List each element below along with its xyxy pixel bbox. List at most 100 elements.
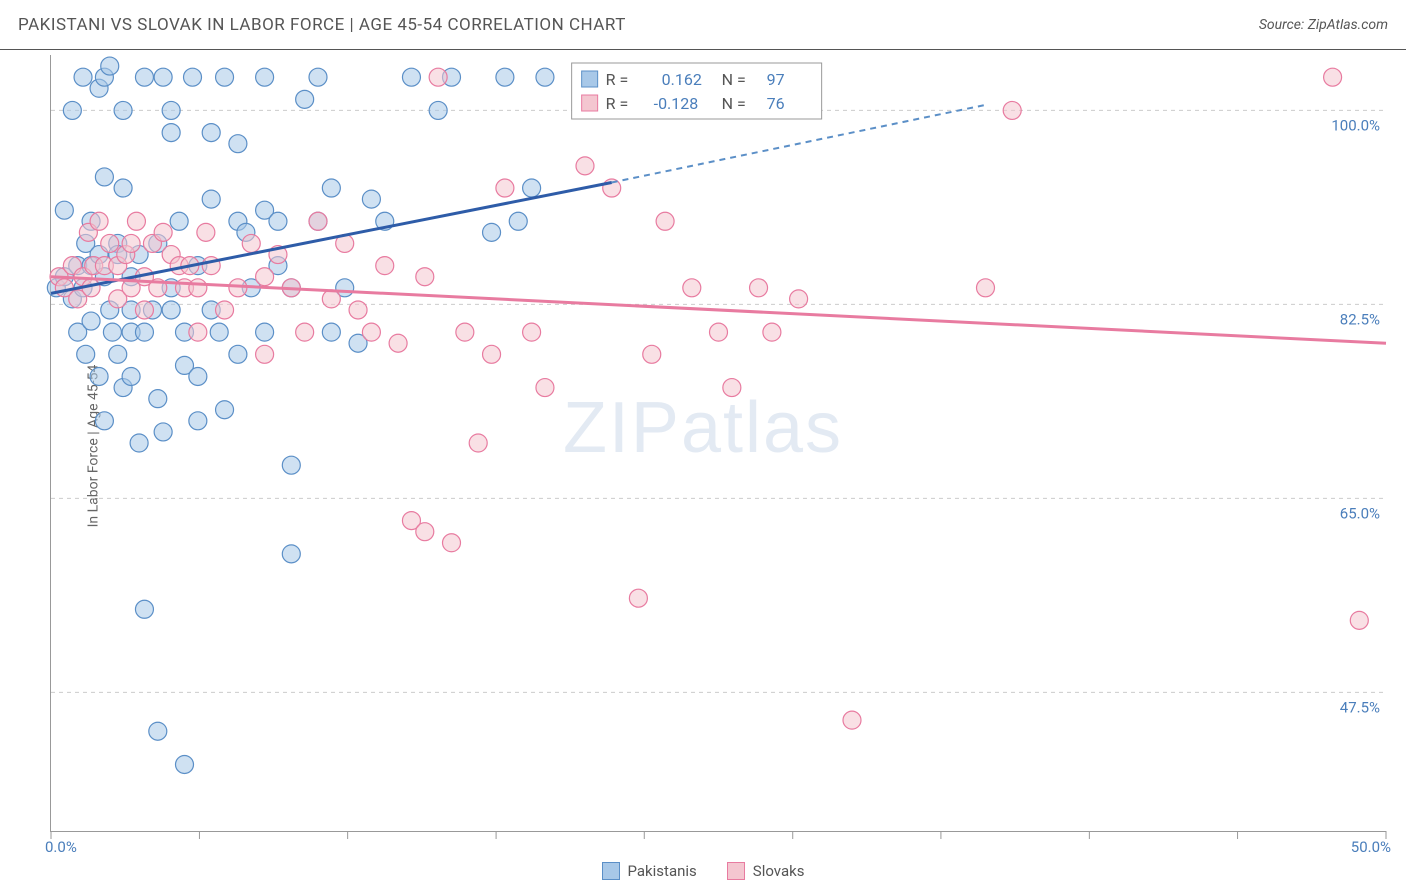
- legend-swatch-icon: [582, 71, 598, 87]
- scatter-point: [416, 268, 434, 286]
- scatter-point: [101, 234, 119, 252]
- scatter-point: [82, 312, 100, 330]
- scatter-point: [154, 423, 172, 441]
- scatter-point: [162, 124, 180, 142]
- scatter-point: [122, 367, 140, 385]
- scatter-point: [242, 234, 260, 252]
- scatter-point: [135, 301, 153, 319]
- legend-n-value-slovaks: 76: [767, 94, 785, 113]
- legend-swatch-icon: [582, 95, 598, 111]
- scatter-point: [349, 301, 367, 319]
- scatter-point: [184, 68, 202, 86]
- scatter-point: [509, 212, 527, 230]
- scatter-point: [496, 68, 514, 86]
- scatter-point: [843, 711, 861, 729]
- scatter-point: [135, 68, 153, 86]
- chart-source: Source: ZipAtlas.com: [1259, 17, 1388, 33]
- legend-label-slovaks: Slovaks: [753, 862, 805, 880]
- scatter-point: [170, 212, 188, 230]
- scatter-point: [189, 367, 207, 385]
- scatter-point: [483, 223, 501, 241]
- scatter-point: [90, 367, 108, 385]
- scatter-point: [122, 234, 140, 252]
- scatter-point: [63, 101, 81, 119]
- scatter-point: [977, 279, 995, 297]
- legend-label-pakistanis: Pakistanis: [628, 862, 697, 880]
- scatter-point: [456, 323, 474, 341]
- scatter-point: [101, 57, 119, 75]
- scatter-point: [523, 323, 541, 341]
- scatter-point: [269, 212, 287, 230]
- scatter-point: [162, 101, 180, 119]
- legend-n-label: N =: [722, 94, 746, 113]
- chart-svg: 47.5%65.0%82.5%100.0%R =0.162N =97R =-0.…: [51, 55, 1386, 831]
- legend-r-value-slovaks: -0.128: [654, 94, 699, 113]
- scatter-point: [256, 345, 274, 363]
- scatter-point: [576, 157, 594, 175]
- scatter-point: [429, 68, 447, 86]
- scatter-point: [176, 755, 194, 773]
- scatter-point: [656, 212, 674, 230]
- scatter-point: [216, 301, 234, 319]
- scatter-point: [443, 534, 461, 552]
- y-tick-label: 100.0%: [1331, 116, 1380, 134]
- scatter-point: [149, 722, 167, 740]
- scatter-point: [202, 190, 220, 208]
- scatter-point: [322, 179, 340, 197]
- scatter-point: [114, 101, 132, 119]
- x-axis-start-label: 0.0%: [45, 838, 77, 856]
- legend-swatch-pakistanis: [602, 862, 620, 880]
- scatter-point: [362, 323, 380, 341]
- scatter-point: [154, 68, 172, 86]
- scatter-point: [202, 124, 220, 142]
- scatter-point: [114, 179, 132, 197]
- legend-r-value-pakistanis: 0.162: [662, 70, 702, 89]
- scatter-point: [109, 345, 127, 363]
- scatter-point: [629, 589, 647, 607]
- legend-r-label: R =: [606, 94, 629, 113]
- scatter-point: [189, 323, 207, 341]
- scatter-point: [376, 257, 394, 275]
- scatter-point: [55, 201, 73, 219]
- scatter-point: [683, 279, 701, 297]
- chart-plot-area: 47.5%65.0%82.5%100.0%R =0.162N =97R =-0.…: [50, 55, 1386, 832]
- scatter-point: [723, 379, 741, 397]
- scatter-point: [229, 345, 247, 363]
- scatter-point: [210, 323, 228, 341]
- scatter-point: [216, 401, 234, 419]
- scatter-point: [154, 223, 172, 241]
- scatter-point: [536, 379, 554, 397]
- y-tick-label: 65.0%: [1340, 504, 1380, 522]
- scatter-point: [189, 412, 207, 430]
- scatter-point: [1003, 101, 1021, 119]
- scatter-point: [322, 323, 340, 341]
- scatter-point: [309, 212, 327, 230]
- legend-n-label: N =: [722, 70, 746, 89]
- scatter-point: [296, 323, 314, 341]
- x-axis-end-label: 50.0%: [1351, 838, 1391, 856]
- legend-item-slovaks: Slovaks: [727, 862, 805, 880]
- scatter-point: [135, 323, 153, 341]
- scatter-point: [750, 279, 768, 297]
- scatter-point: [296, 90, 314, 108]
- scatter-point: [402, 68, 420, 86]
- scatter-point: [149, 390, 167, 408]
- scatter-point: [189, 279, 207, 297]
- scatter-point: [416, 523, 434, 541]
- scatter-point: [135, 600, 153, 618]
- scatter-point: [1324, 68, 1342, 86]
- scatter-point: [523, 179, 541, 197]
- scatter-point: [229, 135, 247, 153]
- chart-title: PAKISTANI VS SLOVAK IN LABOR FORCE | AGE…: [18, 15, 626, 35]
- y-tick-label: 82.5%: [1340, 310, 1380, 328]
- scatter-point: [1350, 611, 1368, 629]
- chart-header: PAKISTANI VS SLOVAK IN LABOR FORCE | AGE…: [0, 0, 1406, 50]
- scatter-point: [309, 68, 327, 86]
- scatter-point: [130, 434, 148, 452]
- scatter-point: [790, 290, 808, 308]
- scatter-point: [362, 190, 380, 208]
- x-axis-labels: 0.0% 50.0%: [50, 838, 1386, 860]
- legend-n-value-pakistanis: 97: [767, 70, 785, 89]
- scatter-point: [496, 179, 514, 197]
- scatter-point: [282, 545, 300, 563]
